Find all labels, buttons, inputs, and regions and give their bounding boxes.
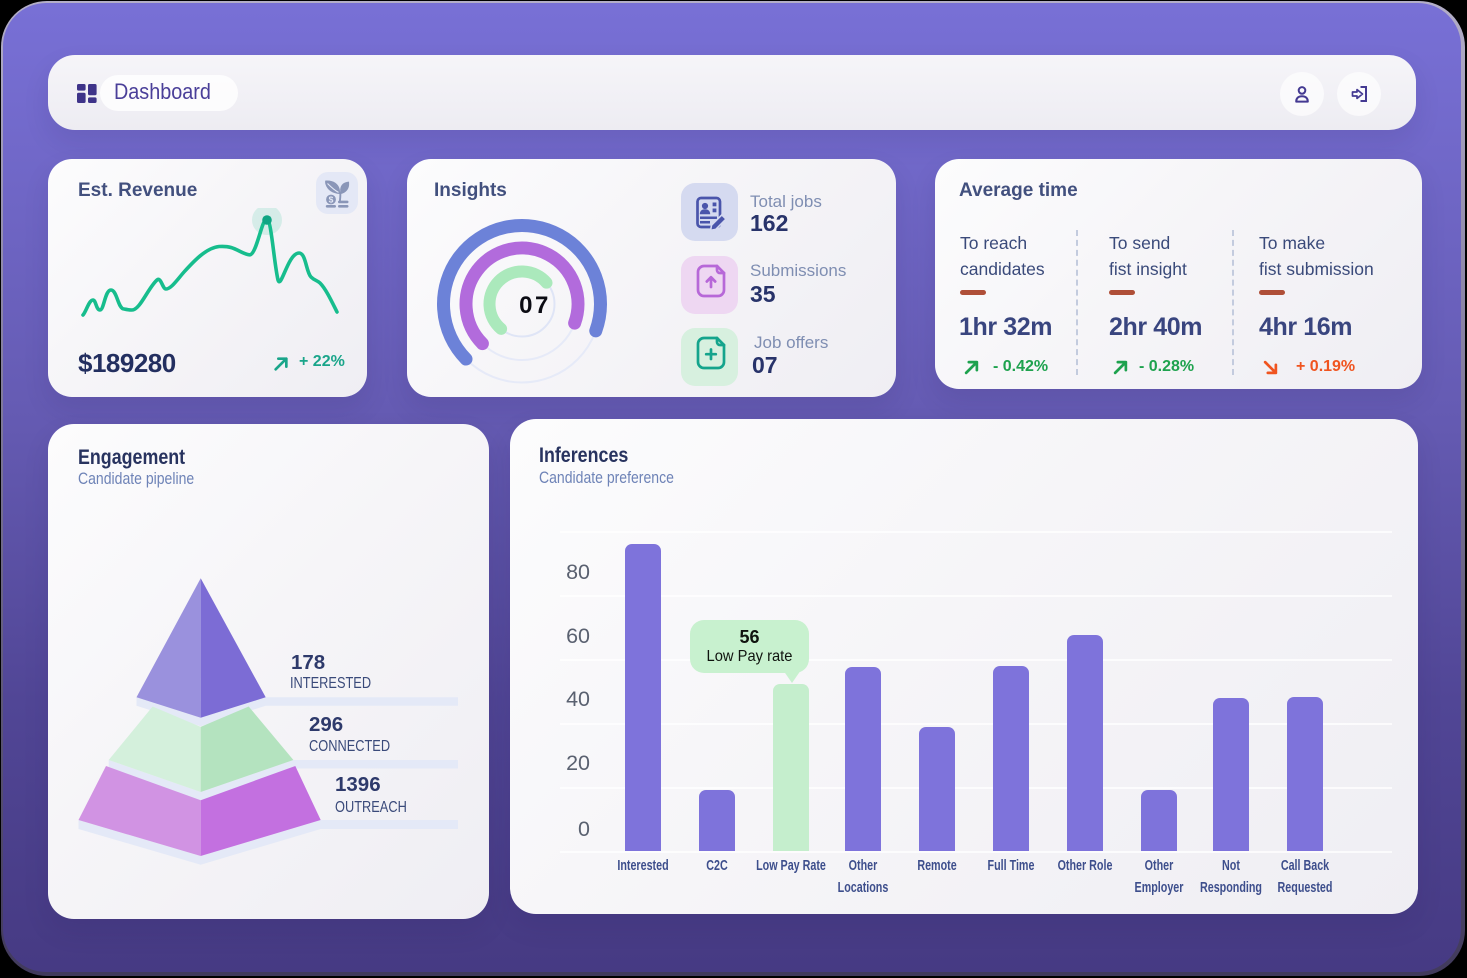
svg-text:07: 07: [519, 292, 551, 319]
svg-text:$: $: [329, 195, 334, 205]
